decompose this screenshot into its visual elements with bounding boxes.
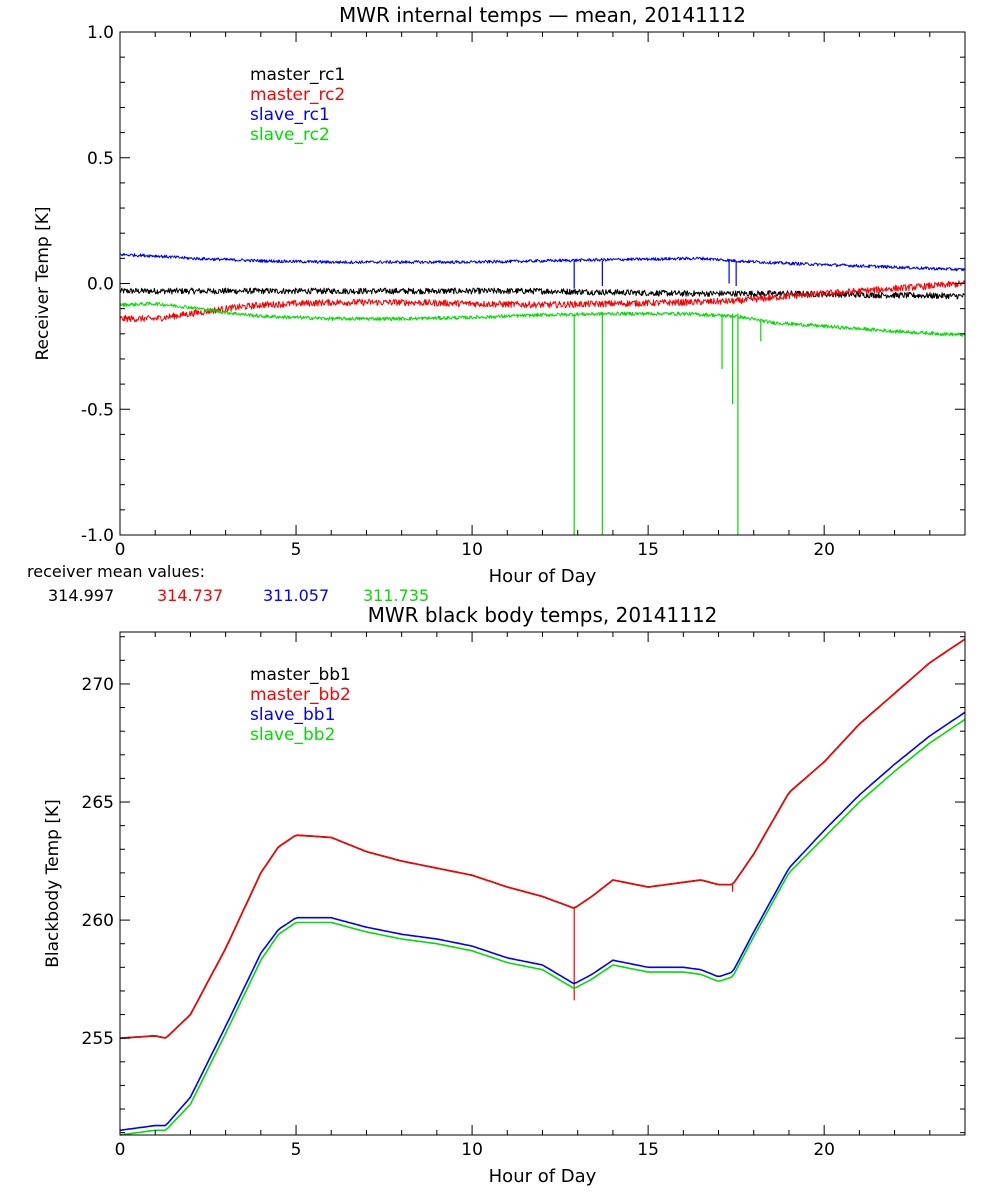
x-tick-label: 0	[115, 540, 126, 560]
legend-entry-slave_rc1: slave_rc1	[250, 105, 330, 125]
legend-entry-master_bb1: master_bb1	[250, 665, 351, 685]
legend-entry-master_rc2: master_rc2	[250, 85, 345, 105]
chart-title: MWR internal temps — mean, 20141112	[339, 3, 746, 27]
y-tick-label: -1.0	[81, 526, 114, 546]
series-line-slave_rc2	[119, 301, 966, 337]
x-tick-label: 5	[291, 1140, 302, 1160]
y-tick-label: 0.5	[87, 149, 114, 169]
series-group	[119, 253, 966, 535]
chart-title: MWR black body temps, 20141112	[368, 603, 718, 627]
legend-entry-slave_bb1: slave_bb1	[250, 705, 335, 725]
x-tick-label: 15	[637, 1140, 659, 1160]
x-axis: 0 5 10 15 20 Hour of Day	[115, 32, 966, 587]
x-axis: 0 5 10 15 20 Hour of Day	[115, 632, 966, 1187]
receiver-mean-value-1: 314.997	[48, 586, 115, 605]
legend-entry-master_bb2: master_bb2	[250, 685, 351, 705]
receiver-temp-plot: MWR internal temps — mean, 20141112 0 5 10 1…	[33, 3, 966, 587]
plot-frame	[119, 31, 966, 536]
series-line-slave_bb1	[119, 711, 966, 1132]
legend-entry-slave_rc2: slave_rc2	[250, 125, 330, 145]
receiver-mean-value-4: 311.735	[363, 586, 430, 605]
y-tick-label: 0.0	[87, 275, 114, 295]
series-line-slave_bb2	[119, 718, 966, 1136]
receiver-mean-label: receiver mean values:	[27, 562, 206, 581]
receiver-mean-values: receiver mean values: 314.997 314.737 31…	[0, 562, 1000, 606]
series-group	[119, 638, 966, 1136]
y-tick-label: 260	[82, 911, 114, 931]
series-line-master_bb1	[119, 638, 966, 1039]
x-tick-label: 10	[461, 540, 483, 560]
y-tick-label: 255	[82, 1029, 114, 1049]
plot-frame	[119, 631, 966, 1136]
x-tick-label: 10	[461, 1140, 483, 1160]
receiver-mean-value-3: 311.057	[263, 586, 330, 605]
x-tick-label: 5	[291, 540, 302, 560]
y-axis: 255 260 265 270 Blackbody Temp [K]	[43, 636, 965, 1134]
x-tick-label: 0	[115, 1140, 126, 1160]
y-axis-label: Receiver Temp [K]	[33, 206, 53, 360]
x-axis-label: Hour of Day	[489, 566, 597, 587]
series-line-master_bb2	[119, 638, 966, 1039]
y-axis-label: Blackbody Temp [K]	[43, 799, 63, 968]
y-tick-label: 265	[82, 793, 114, 813]
blackbody-temp-plot: MWR black body temps, 20141112 0 5 10 15 20 Ho…	[43, 603, 966, 1187]
legend-entry-slave_bb2: slave_bb2	[250, 725, 335, 745]
series-line-slave_rc1	[119, 253, 966, 272]
legend-entry-master_rc1: master_rc1	[250, 65, 345, 85]
series-line-master_rc2	[119, 280, 966, 323]
x-axis-label: Hour of Day	[489, 1166, 597, 1187]
y-axis: -1.0 -0.5 0.0 0.5 1.0 Receiver Temp [K]	[33, 23, 965, 546]
y-tick-label: 1.0	[87, 23, 114, 43]
receiver-mean-value-2: 314.737	[157, 586, 224, 605]
x-tick-label: 15	[637, 540, 659, 560]
y-tick-label: -0.5	[81, 400, 114, 420]
y-tick-label: 270	[82, 675, 114, 695]
series-line-master_rc1	[119, 287, 965, 300]
x-tick-label: 20	[813, 1140, 835, 1160]
x-tick-label: 20	[813, 540, 835, 560]
